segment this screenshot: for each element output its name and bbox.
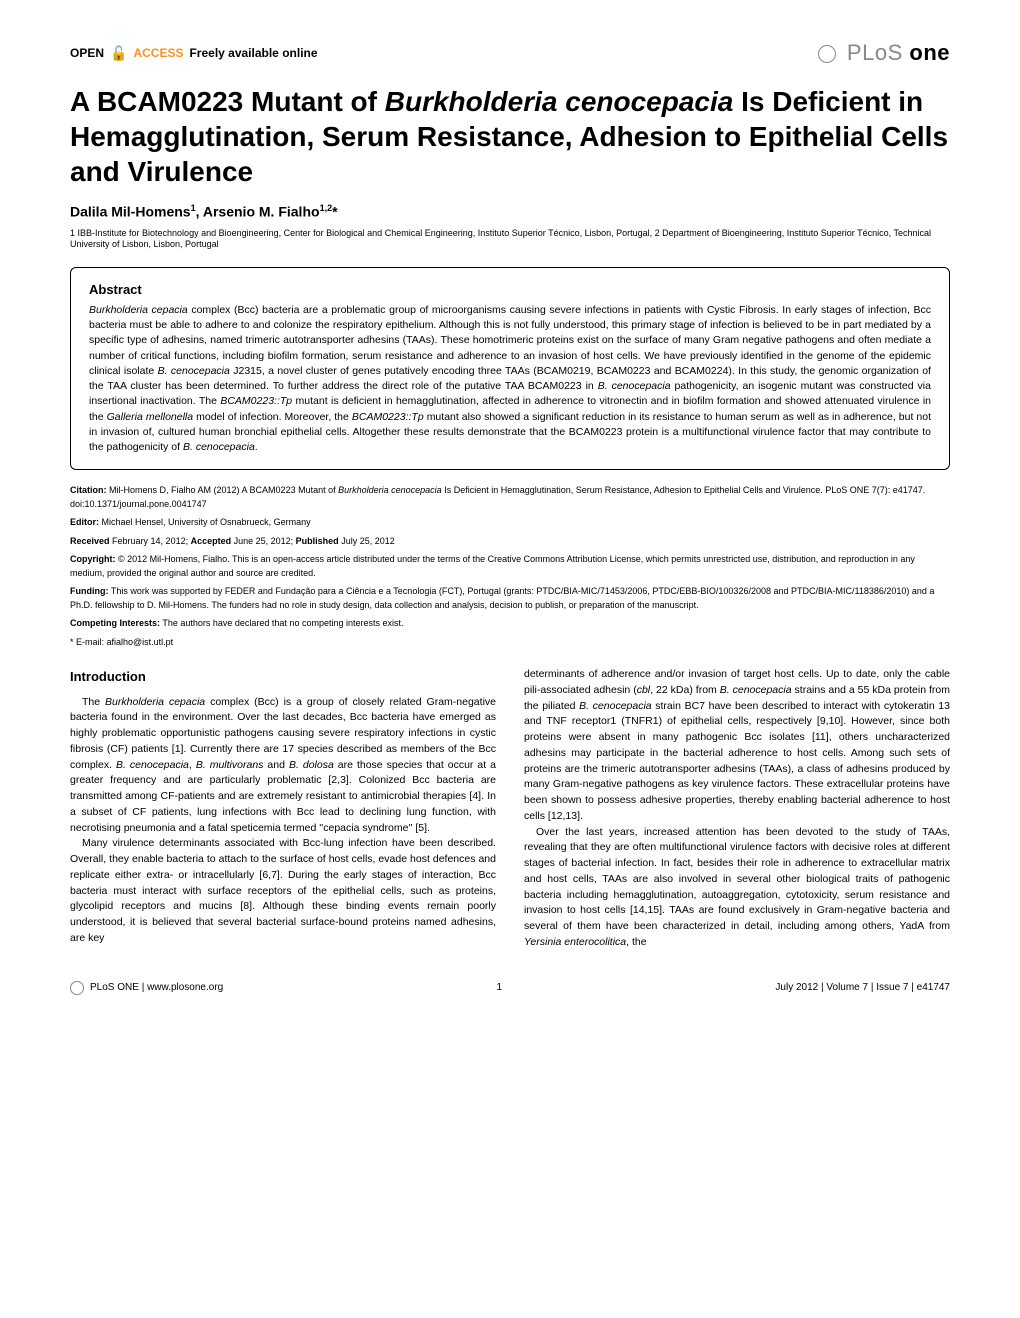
p3-i1: cbl bbox=[637, 684, 650, 696]
footer-page: 1 bbox=[223, 982, 775, 993]
p1-a: The bbox=[82, 696, 105, 708]
meta-block: Citation: Mil-Homens D, Fialho AM (2012)… bbox=[70, 484, 950, 649]
accepted-text: June 25, 2012; bbox=[231, 536, 296, 546]
p1-i1: Burkholderia cepacia bbox=[105, 696, 205, 708]
footer: PLoS ONE | www.plosone.org 1 July 2012 |… bbox=[70, 981, 950, 995]
top-bar: OPEN 🔓 ACCESS Freely available online PL… bbox=[70, 40, 950, 66]
compass-icon bbox=[818, 45, 836, 63]
published-label: Published bbox=[296, 536, 339, 546]
p3-d: strain BC7 have been described to intera… bbox=[524, 700, 950, 822]
abstract-i2: B. cenocepacia bbox=[158, 365, 230, 377]
p4-i1: Yersinia enterocolitica bbox=[524, 936, 626, 948]
title-italic1: Burkholderia cenocepacia bbox=[385, 86, 734, 117]
abstract-i7: B. cenocepacia bbox=[183, 441, 255, 453]
title-part1: A BCAM0223 Mutant of bbox=[70, 86, 385, 117]
abstract-i3: B. cenocepacia bbox=[598, 380, 671, 392]
left-column: Introduction The Burkholderia cepacia co… bbox=[70, 667, 496, 951]
citation-label: Citation: bbox=[70, 485, 107, 495]
compass-small-icon bbox=[70, 981, 84, 995]
abstract-box: Abstract Burkholderia cepacia complex (B… bbox=[70, 267, 950, 470]
editor-label: Editor: bbox=[70, 517, 99, 527]
abstract-t7: . bbox=[255, 441, 258, 453]
p1-c: , bbox=[189, 759, 196, 771]
oa-tagline: Freely available online bbox=[189, 46, 317, 60]
published-text: July 25, 2012 bbox=[339, 536, 395, 546]
intro-p1: The Burkholderia cepacia complex (Bcc) i… bbox=[70, 695, 496, 837]
p1-i4: B. dolosa bbox=[289, 759, 334, 771]
email-label: * E-mail: bbox=[70, 637, 107, 647]
meta-copyright: Copyright: © 2012 Mil-Homens, Fialho. Th… bbox=[70, 553, 950, 580]
meta-dates: Received February 14, 2012; Accepted Jun… bbox=[70, 535, 950, 549]
p4-b: , the bbox=[626, 936, 646, 948]
author-2: Arsenio M. Fialho bbox=[203, 204, 320, 220]
received-text: February 14, 2012; bbox=[110, 536, 191, 546]
journal-suffix: one bbox=[909, 40, 950, 65]
abstract-i4: BCAM0223::Tp bbox=[220, 395, 292, 407]
copyright-text: © 2012 Mil-Homens, Fialho. This is an op… bbox=[70, 554, 915, 578]
meta-funding: Funding: This work was supported by FEDE… bbox=[70, 585, 950, 612]
accepted-label: Accepted bbox=[191, 536, 232, 546]
funding-text: This work was supported by FEDER and Fun… bbox=[70, 586, 934, 610]
abstract-heading: Abstract bbox=[89, 282, 931, 297]
meta-competing: Competing Interests: The authors have de… bbox=[70, 617, 950, 631]
p3-b: , 22 kDa) from bbox=[650, 684, 720, 696]
citation-a: Mil-Homens D, Fialho AM (2012) A BCAM022… bbox=[107, 485, 339, 495]
oa-open: OPEN bbox=[70, 46, 104, 60]
p1-i2: B. cenocepacia bbox=[116, 759, 189, 771]
right-column: determinants of adherence and/or invasio… bbox=[524, 667, 950, 951]
intro-p3: determinants of adherence and/or invasio… bbox=[524, 667, 950, 825]
intro-heading: Introduction bbox=[70, 667, 496, 687]
abstract-i5: Galleria mellonella bbox=[107, 411, 193, 423]
meta-citation: Citation: Mil-Homens D, Fialho AM (2012)… bbox=[70, 484, 950, 511]
journal-logo: PLoS one bbox=[818, 40, 950, 66]
abstract-i1: Burkholderia cepacia bbox=[89, 304, 188, 316]
author-1: Dalila Mil-Homens bbox=[70, 204, 191, 220]
p1-i3: B. multivorans bbox=[196, 759, 264, 771]
abstract-text: Burkholderia cepacia complex (Bcc) bacte… bbox=[89, 303, 931, 455]
p4-a: Over the last years, increased attention… bbox=[524, 826, 950, 933]
funding-label: Funding: bbox=[70, 586, 108, 596]
email-text: afialho@ist.utl.pt bbox=[107, 637, 174, 647]
copyright-label: Copyright: bbox=[70, 554, 116, 564]
lock-icon: 🔓 bbox=[110, 45, 127, 62]
intro-p4: Over the last years, increased attention… bbox=[524, 825, 950, 951]
footer-site: PLoS ONE | www.plosone.org bbox=[90, 982, 223, 993]
p1-d: and bbox=[263, 759, 289, 771]
footer-issue: July 2012 | Volume 7 | Issue 7 | e41747 bbox=[775, 982, 950, 993]
article-title: A BCAM0223 Mutant of Burkholderia cenoce… bbox=[70, 84, 950, 189]
editor-text: Michael Hensel, University of Osnabrueck… bbox=[99, 517, 311, 527]
abstract-t5: model of infection. Moreover, the bbox=[193, 411, 352, 423]
abstract-i6: BCAM0223::Tp bbox=[352, 411, 424, 423]
open-access-badge: OPEN 🔓 ACCESS Freely available online bbox=[70, 45, 318, 62]
competing-text: The authors have declared that no compet… bbox=[160, 618, 403, 628]
p3-i2: B. cenocepacia bbox=[720, 684, 792, 696]
journal-prefix: PLoS bbox=[847, 40, 903, 65]
authors-line: Dalila Mil-Homens1, Arsenio M. Fialho1,2… bbox=[70, 203, 950, 220]
received-label: Received bbox=[70, 536, 110, 546]
author-2-sup: 1,2 bbox=[320, 203, 333, 213]
affiliations: 1 IBB-Institute for Biotechnology and Bi… bbox=[70, 228, 950, 251]
competing-label: Competing Interests: bbox=[70, 618, 160, 628]
oa-access: ACCESS bbox=[133, 46, 183, 60]
author-2-corr: * bbox=[332, 204, 337, 220]
p3-i3: B. cenocepacia bbox=[579, 700, 652, 712]
citation-i: Burkholderia cenocepacia bbox=[338, 485, 442, 495]
meta-email: * E-mail: afialho@ist.utl.pt bbox=[70, 636, 950, 650]
intro-p2: Many virulence determinants associated w… bbox=[70, 836, 496, 946]
meta-editor: Editor: Michael Hensel, University of Os… bbox=[70, 516, 950, 530]
author-1-sup: 1 bbox=[191, 203, 196, 213]
body-columns: Introduction The Burkholderia cepacia co… bbox=[70, 667, 950, 951]
footer-logo: PLoS ONE | www.plosone.org bbox=[70, 981, 223, 995]
